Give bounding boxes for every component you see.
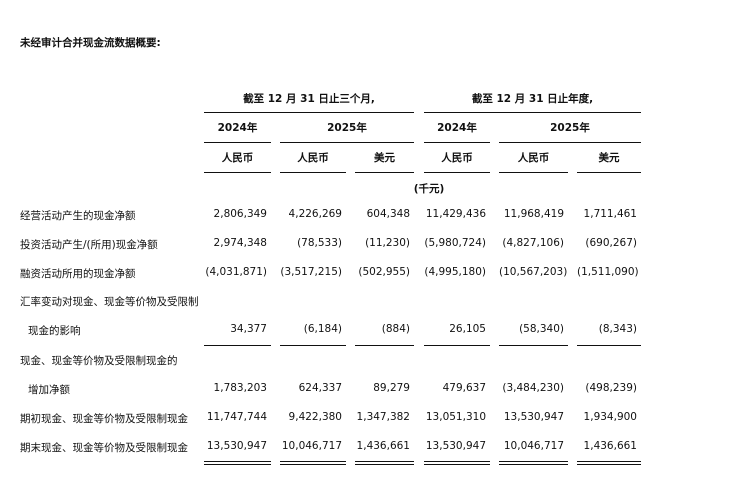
table-cell: 2,974,348	[213, 237, 267, 249]
row-label: 经营活动产生的现金净额	[20, 210, 136, 222]
currency-header: 人民币	[517, 152, 550, 164]
currency-header: 人民币	[221, 152, 254, 164]
table-cell: 604,348	[366, 208, 410, 220]
table-cell: 11,747,744	[206, 411, 267, 423]
rule	[280, 345, 346, 346]
double-rule	[424, 461, 490, 465]
table-cell: (5,980,724)	[424, 237, 486, 249]
year-header: 2025年	[550, 122, 590, 134]
row-label: 汇率变动对现金、现金等价物及受限制	[20, 296, 199, 308]
rule	[577, 172, 641, 173]
rule	[204, 142, 271, 143]
rule	[280, 172, 346, 173]
table-cell: 9,422,380	[288, 411, 342, 423]
section-title: 未经审计合并现金流数据概要:	[20, 37, 161, 49]
rule	[424, 345, 490, 346]
double-rule	[204, 461, 271, 465]
table-cell: 1,783,203	[213, 382, 267, 394]
rule	[499, 345, 568, 346]
rule	[355, 172, 414, 173]
table-cell: (3,484,230)	[502, 382, 564, 394]
rule	[499, 172, 568, 173]
table-cell: 1,347,382	[356, 411, 410, 423]
double-rule	[499, 461, 568, 465]
table-cell: 13,530,947	[206, 440, 267, 452]
double-rule	[577, 461, 641, 465]
unit-label: (千元)	[413, 183, 445, 195]
table-cell: (498,239)	[585, 382, 637, 394]
table-cell: (884)	[381, 323, 410, 335]
table-cell: 10,046,717	[281, 440, 342, 452]
table-cell: 13,530,947	[503, 411, 564, 423]
table-cell: (78,533)	[297, 237, 342, 249]
row-label: 期初现金、现金等价物及受限制现金	[20, 413, 188, 425]
table-cell: (690,267)	[585, 237, 637, 249]
rule	[424, 142, 490, 143]
table-cell: (4,995,180)	[424, 266, 486, 278]
table-cell: 1,711,461	[583, 208, 637, 220]
row-label: 投资活动产生/(所用)现金净额	[20, 239, 158, 251]
rule	[204, 345, 271, 346]
table-cell: 26,105	[449, 323, 486, 335]
rule	[499, 142, 641, 143]
year-header: 2024年	[217, 122, 258, 134]
currency-header: 美元	[598, 152, 620, 164]
table-cell: 2,806,349	[213, 208, 267, 220]
rule	[204, 172, 271, 173]
row-label: 融资活动所用的现金净额	[20, 268, 136, 280]
row-label: 现金的影响	[28, 325, 81, 337]
table-cell: 10,046,717	[503, 440, 564, 452]
rule	[424, 112, 641, 113]
group-header: 截至 12 月 31 日止三个月,	[243, 93, 375, 105]
table-cell: 1,436,661	[583, 440, 637, 452]
table-cell: 1,436,661	[356, 440, 410, 452]
rule	[577, 345, 641, 346]
rule	[280, 142, 414, 143]
table-cell: 89,279	[373, 382, 410, 394]
currency-header: 美元	[374, 152, 395, 164]
table-cell: (6,184)	[303, 323, 342, 335]
table-cell: 1,934,900	[583, 411, 637, 423]
rule	[355, 345, 414, 346]
table-cell: (58,340)	[519, 323, 564, 335]
currency-header: 人民币	[441, 152, 473, 164]
row-label: 现金、现金等价物及受限制现金的	[20, 355, 178, 367]
table-cell: (4,827,106)	[502, 237, 564, 249]
rule	[424, 172, 490, 173]
table-cell: (502,955)	[358, 266, 410, 278]
table-cell: (3,517,215)	[280, 266, 342, 278]
table-cell: 11,429,436	[425, 208, 486, 220]
table-cell: (4,031,871)	[205, 266, 267, 278]
table-cell: 479,637	[442, 382, 486, 394]
row-label: 期末现金、现金等价物及受限制现金	[20, 442, 188, 454]
year-header: 2025年	[327, 122, 367, 134]
table-cell: (11,230)	[365, 237, 410, 249]
table-cell: 13,530,947	[425, 440, 486, 452]
group-header: 截至 12 月 31 日止年度,	[471, 93, 594, 105]
currency-header: 人民币	[297, 152, 329, 164]
double-rule	[280, 461, 346, 465]
table-cell: 11,968,419	[503, 208, 564, 220]
row-label: 增加净额	[28, 384, 70, 396]
year-header: 2024年	[437, 122, 477, 134]
table-cell: 34,377	[230, 323, 267, 335]
table-cell: 4,226,269	[288, 208, 342, 220]
rule	[204, 112, 414, 113]
table-cell: 624,337	[298, 382, 342, 394]
table-cell: (8,343)	[598, 323, 637, 335]
double-rule	[355, 461, 414, 465]
table-cell: (10,567,203)	[499, 266, 568, 278]
table-cell: (1,511,090)	[577, 266, 639, 278]
table-cell: 13,051,310	[425, 411, 486, 423]
